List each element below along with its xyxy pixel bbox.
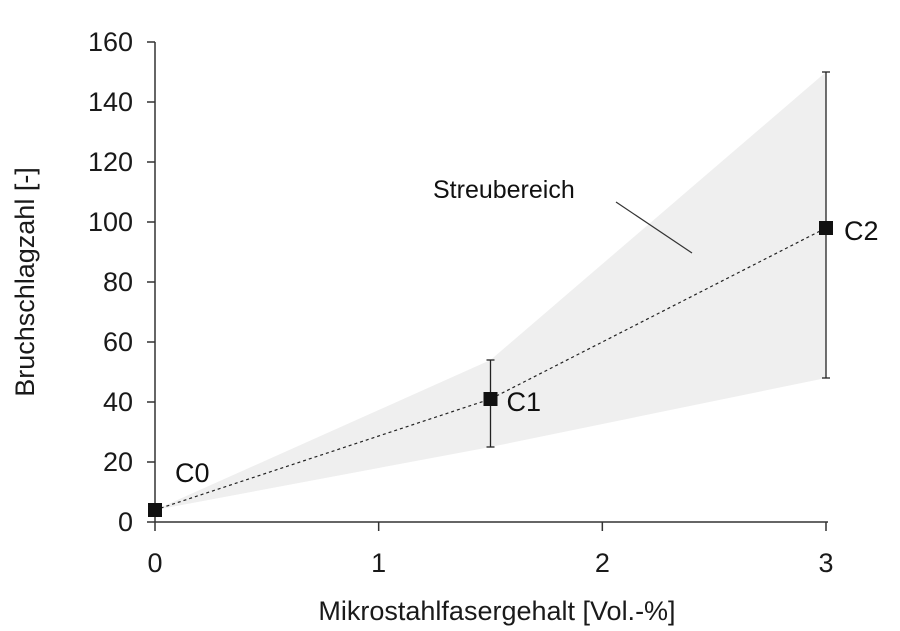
data-markers bbox=[148, 221, 833, 517]
y-tick-label: 120 bbox=[88, 147, 133, 177]
x-tick-label: 3 bbox=[818, 548, 833, 578]
y-tick-label: 140 bbox=[88, 87, 133, 117]
scatter-band-layer bbox=[155, 72, 826, 510]
x-tick-label: 0 bbox=[147, 548, 162, 578]
scatter-band bbox=[155, 72, 826, 510]
axes: 0 20 40 60 80 100 120 140 160 0 1 2 3 bbox=[88, 27, 834, 578]
band-annotation-leader bbox=[615, 201, 693, 254]
point-label-C1: C1 bbox=[507, 387, 542, 417]
x-axis-title: Mikrostahlfasergehalt [Vol.-%] bbox=[318, 596, 675, 626]
y-tick-label: 160 bbox=[88, 27, 133, 57]
x-tick-label: 1 bbox=[371, 548, 386, 578]
y-tick-label: 20 bbox=[103, 447, 133, 477]
y-tick-label: 40 bbox=[103, 387, 133, 417]
marker-C1 bbox=[483, 392, 498, 406]
y-tick-label: 0 bbox=[118, 507, 133, 537]
x-tick-label: 2 bbox=[595, 548, 610, 578]
annotation-layer: Streubereich bbox=[433, 176, 693, 254]
y-axis-title: Bruchschlagzahl [-] bbox=[10, 167, 40, 397]
y-tick-label: 80 bbox=[103, 267, 133, 297]
y-tick-label: 60 bbox=[103, 327, 133, 357]
point-labels: C0 C1 C2 bbox=[175, 216, 879, 488]
y-tick-label: 100 bbox=[88, 207, 133, 237]
marker-C2 bbox=[819, 221, 833, 235]
point-label-C2: C2 bbox=[844, 216, 879, 246]
point-label-C0: C0 bbox=[175, 458, 210, 488]
marker-C0 bbox=[148, 503, 162, 517]
band-annotation-label: Streubereich bbox=[433, 176, 575, 204]
